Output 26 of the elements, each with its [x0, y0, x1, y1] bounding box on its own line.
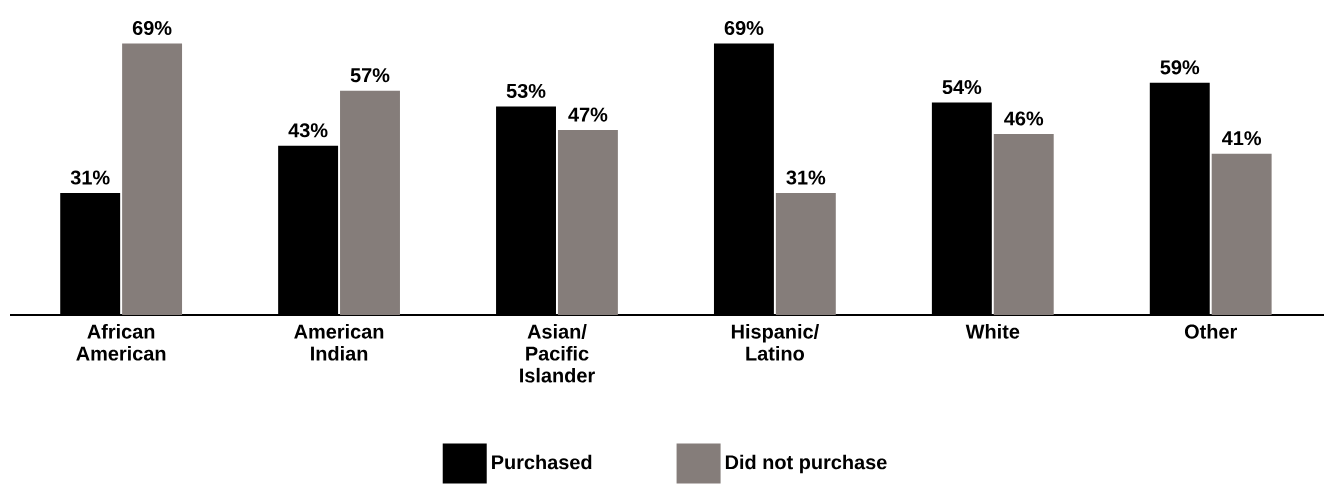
x-tick-label: White: [965, 324, 1020, 339]
x-tick-label: Other: [1184, 324, 1237, 339]
legend-label: Did not purchase: [725, 454, 887, 474]
x-tick-label: Hispanic/ Latino: [731, 324, 819, 361]
bar: [557, 130, 618, 315]
bar: [993, 133, 1054, 315]
data-label: 69%: [132, 20, 172, 36]
data-label: 31%: [70, 170, 110, 185]
x-tick-label: American Indian: [294, 324, 384, 361]
bar: [1211, 153, 1272, 315]
legend-label: Purchased: [492, 454, 592, 470]
data-label: 57%: [350, 68, 390, 83]
data-label: 43%: [288, 123, 328, 138]
x-tick-label: African American: [76, 324, 166, 361]
bar: [122, 43, 183, 315]
data-label: 53%: [506, 83, 546, 99]
bar: [340, 90, 400, 315]
x-tick-label: Asian/ Pacific Islander: [520, 324, 595, 383]
data-label: 47%: [568, 107, 608, 122]
data-label: 46%: [1004, 111, 1044, 126]
data-label: 59%: [1160, 60, 1200, 75]
data-label: 41%: [1222, 131, 1262, 146]
data-label: 69%: [724, 20, 764, 36]
data-label: 31%: [786, 170, 826, 185]
data-label: 54%: [942, 80, 982, 95]
bar: [775, 193, 836, 315]
